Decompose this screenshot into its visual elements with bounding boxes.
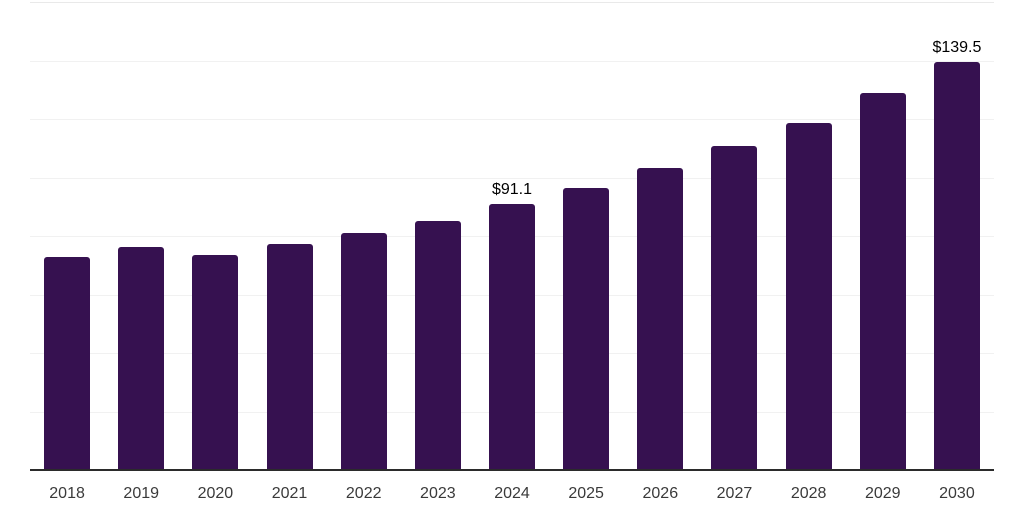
gridline-120 — [30, 119, 994, 120]
bar-value-label-2030: $139.5 — [932, 38, 982, 56]
bar-2020 — [192, 255, 239, 470]
x-tick-label-2026: 2026 — [642, 485, 679, 502]
bar-2018 — [44, 257, 91, 470]
gridline-100 — [30, 177, 994, 179]
x-tick-label-2024: 2024 — [494, 485, 530, 502]
bar-2026 — [637, 167, 684, 470]
bar-2022 — [340, 233, 387, 470]
x-tick-label-2019: 2019 — [123, 485, 160, 502]
bar-2019 — [118, 247, 165, 470]
bar-2027 — [711, 146, 758, 470]
x-tick-label-2021: 2021 — [271, 485, 308, 502]
x-tick-label-2020: 2020 — [197, 485, 234, 502]
x-tick-label-2023: 2023 — [420, 485, 456, 502]
x-tick-label-2025: 2025 — [568, 485, 604, 502]
gridline-160 — [30, 2, 994, 3]
bar-2028 — [785, 123, 832, 470]
x-tick-label-2018: 2018 — [49, 485, 85, 502]
x-tick-label-2029: 2029 — [864, 485, 901, 502]
x-tick-label-2030: 2030 — [939, 485, 975, 502]
x-tick-label-2022: 2022 — [345, 485, 382, 502]
bar-2029 — [859, 92, 906, 470]
bar-2025 — [563, 187, 610, 470]
bar-2024 — [489, 203, 535, 470]
bar-2023 — [414, 221, 461, 470]
bar-2021 — [266, 244, 313, 470]
x-tick-label-2027: 2027 — [716, 485, 753, 502]
gridline-140 — [30, 60, 994, 62]
x-tick-label-2028: 2028 — [790, 485, 827, 502]
bar-value-label-2024: $91.1 — [491, 180, 533, 198]
bar-2030 — [933, 61, 980, 470]
x-axis-line — [30, 469, 994, 471]
